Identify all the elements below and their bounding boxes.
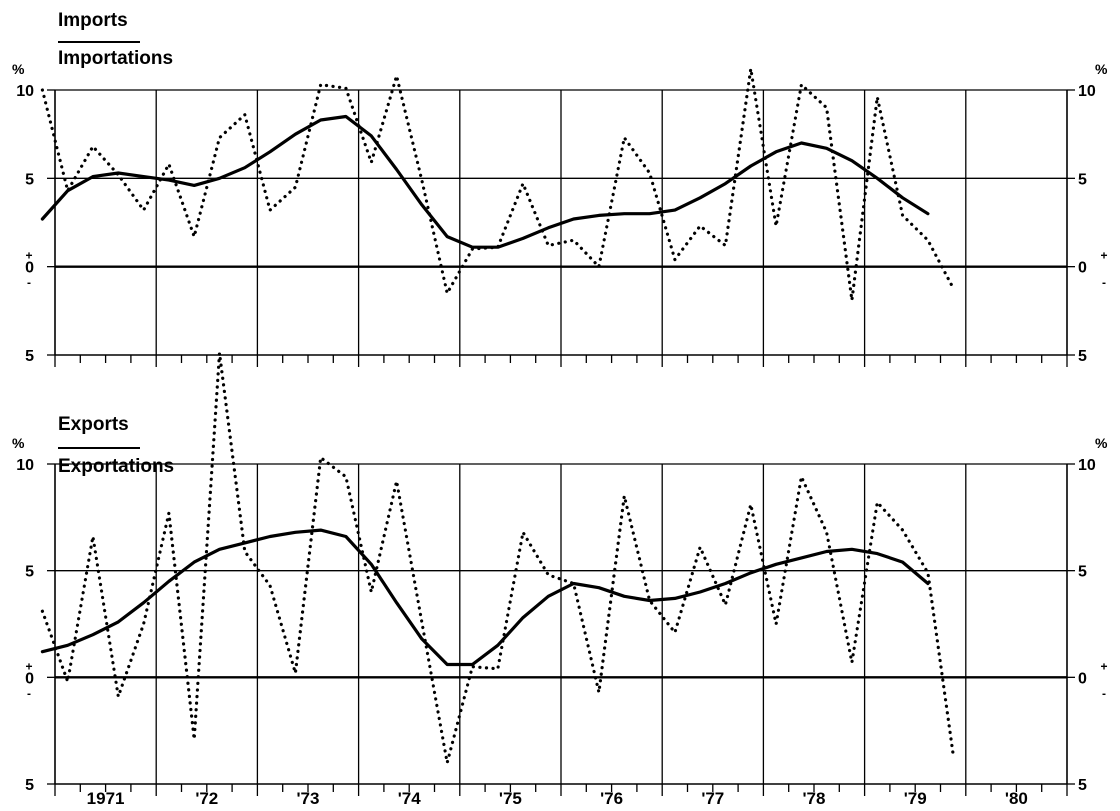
y-unit-label-left: % bbox=[12, 435, 25, 451]
chart-subtitle: Importations bbox=[58, 48, 173, 69]
chart-title: Imports bbox=[58, 10, 128, 31]
x-tick-label: '72 bbox=[195, 789, 218, 806]
y-tick-label-right: 5 bbox=[1078, 777, 1087, 794]
x-tick-label: '77 bbox=[701, 789, 724, 806]
x-tick-label: 1971 bbox=[87, 789, 125, 806]
x-tick-label: '79 bbox=[904, 789, 927, 806]
y-tick-label-right: 10 bbox=[1078, 83, 1096, 100]
y-unit-label-right: % bbox=[1095, 61, 1108, 77]
y-tick-label-right: 5 bbox=[1078, 171, 1087, 188]
y-tick-label-left: 10 bbox=[16, 457, 34, 474]
y-tick-label-right: 10 bbox=[1078, 457, 1096, 474]
y-tick-label-left: 5 bbox=[25, 348, 34, 365]
zero-minus-sign-right: - bbox=[1102, 276, 1106, 290]
chart-title: Exports bbox=[58, 414, 129, 435]
y-tick-label-right: 0 bbox=[1078, 260, 1087, 277]
x-tick-label: '80 bbox=[1005, 789, 1028, 806]
x-tick-label: '78 bbox=[803, 789, 826, 806]
y-unit-label-left: % bbox=[12, 61, 25, 77]
series-line-dotted bbox=[42, 353, 953, 763]
zero-plus-sign-left: + bbox=[25, 659, 32, 673]
y-unit-label-right: % bbox=[1095, 435, 1108, 451]
zero-plus-sign-left: + bbox=[25, 249, 32, 263]
series-line-solid bbox=[42, 117, 928, 248]
y-tick-label-left: 10 bbox=[16, 83, 34, 100]
zero-plus-sign-right: + bbox=[1100, 659, 1107, 673]
series-line-solid bbox=[42, 530, 928, 664]
y-tick-label-left: 5 bbox=[25, 171, 34, 188]
x-tick-label: '76 bbox=[600, 789, 623, 806]
zero-plus-sign-right: + bbox=[1100, 249, 1107, 263]
zero-minus-sign-right: - bbox=[1102, 686, 1106, 700]
x-tick-label: '74 bbox=[398, 789, 421, 806]
x-tick-label: '73 bbox=[297, 789, 320, 806]
zero-minus-sign-left: - bbox=[27, 276, 31, 290]
y-tick-label-left: 5 bbox=[25, 777, 34, 794]
y-tick-label-right: 0 bbox=[1078, 670, 1087, 687]
x-tick-label: '75 bbox=[499, 789, 522, 806]
zero-minus-sign-left: - bbox=[27, 686, 31, 700]
y-tick-label-right: 5 bbox=[1078, 348, 1087, 365]
y-tick-label-right: 5 bbox=[1078, 564, 1087, 581]
y-tick-label-left: 5 bbox=[25, 564, 34, 581]
